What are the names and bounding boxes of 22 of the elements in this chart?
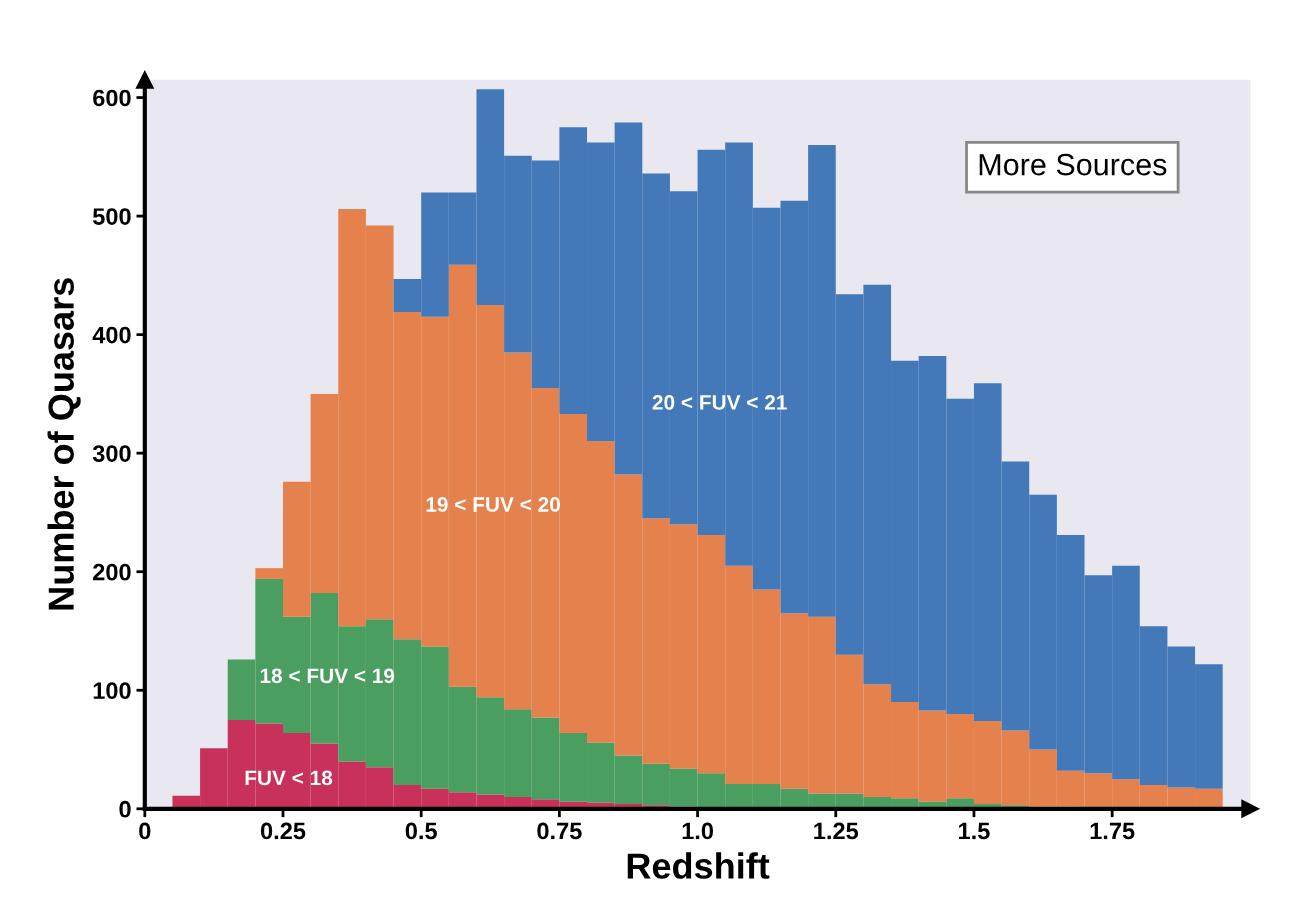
series-label: 20 < FUV < 21 — [652, 395, 787, 410]
x-tick-label: 1.5 — [959, 822, 990, 840]
series-label: 18 < FUV < 19 — [260, 668, 395, 684]
x-tick-label: 0.25 — [260, 822, 306, 840]
y-tick-label: 200 — [93, 563, 131, 581]
x-tick-label: 0 — [139, 822, 151, 840]
x-tick-label: 1.25 — [814, 822, 859, 840]
y-tick-label: 600 — [93, 89, 131, 107]
y-tick-label: 0 — [119, 800, 131, 818]
annotation: More Sources — [979, 153, 1167, 176]
y-tick-label: 500 — [92, 208, 131, 225]
x-tick-label: 0.75 — [537, 822, 582, 840]
x-axis-title: Redshift — [627, 852, 770, 879]
y-tick-label: 400 — [92, 326, 131, 344]
x-tick-label: 0.5 — [405, 822, 437, 840]
series-label: FUV < 18 — [245, 770, 333, 786]
y-tick-label: 100 — [93, 682, 131, 700]
x-tick-label: 1.75 — [1090, 822, 1135, 840]
series-label: 19 < FUV < 20 — [426, 497, 560, 512]
y-axis-title: Number of Quasars — [47, 278, 81, 610]
y-tick-label: 300 — [92, 445, 131, 462]
x-tick-label: 1.0 — [682, 822, 714, 840]
